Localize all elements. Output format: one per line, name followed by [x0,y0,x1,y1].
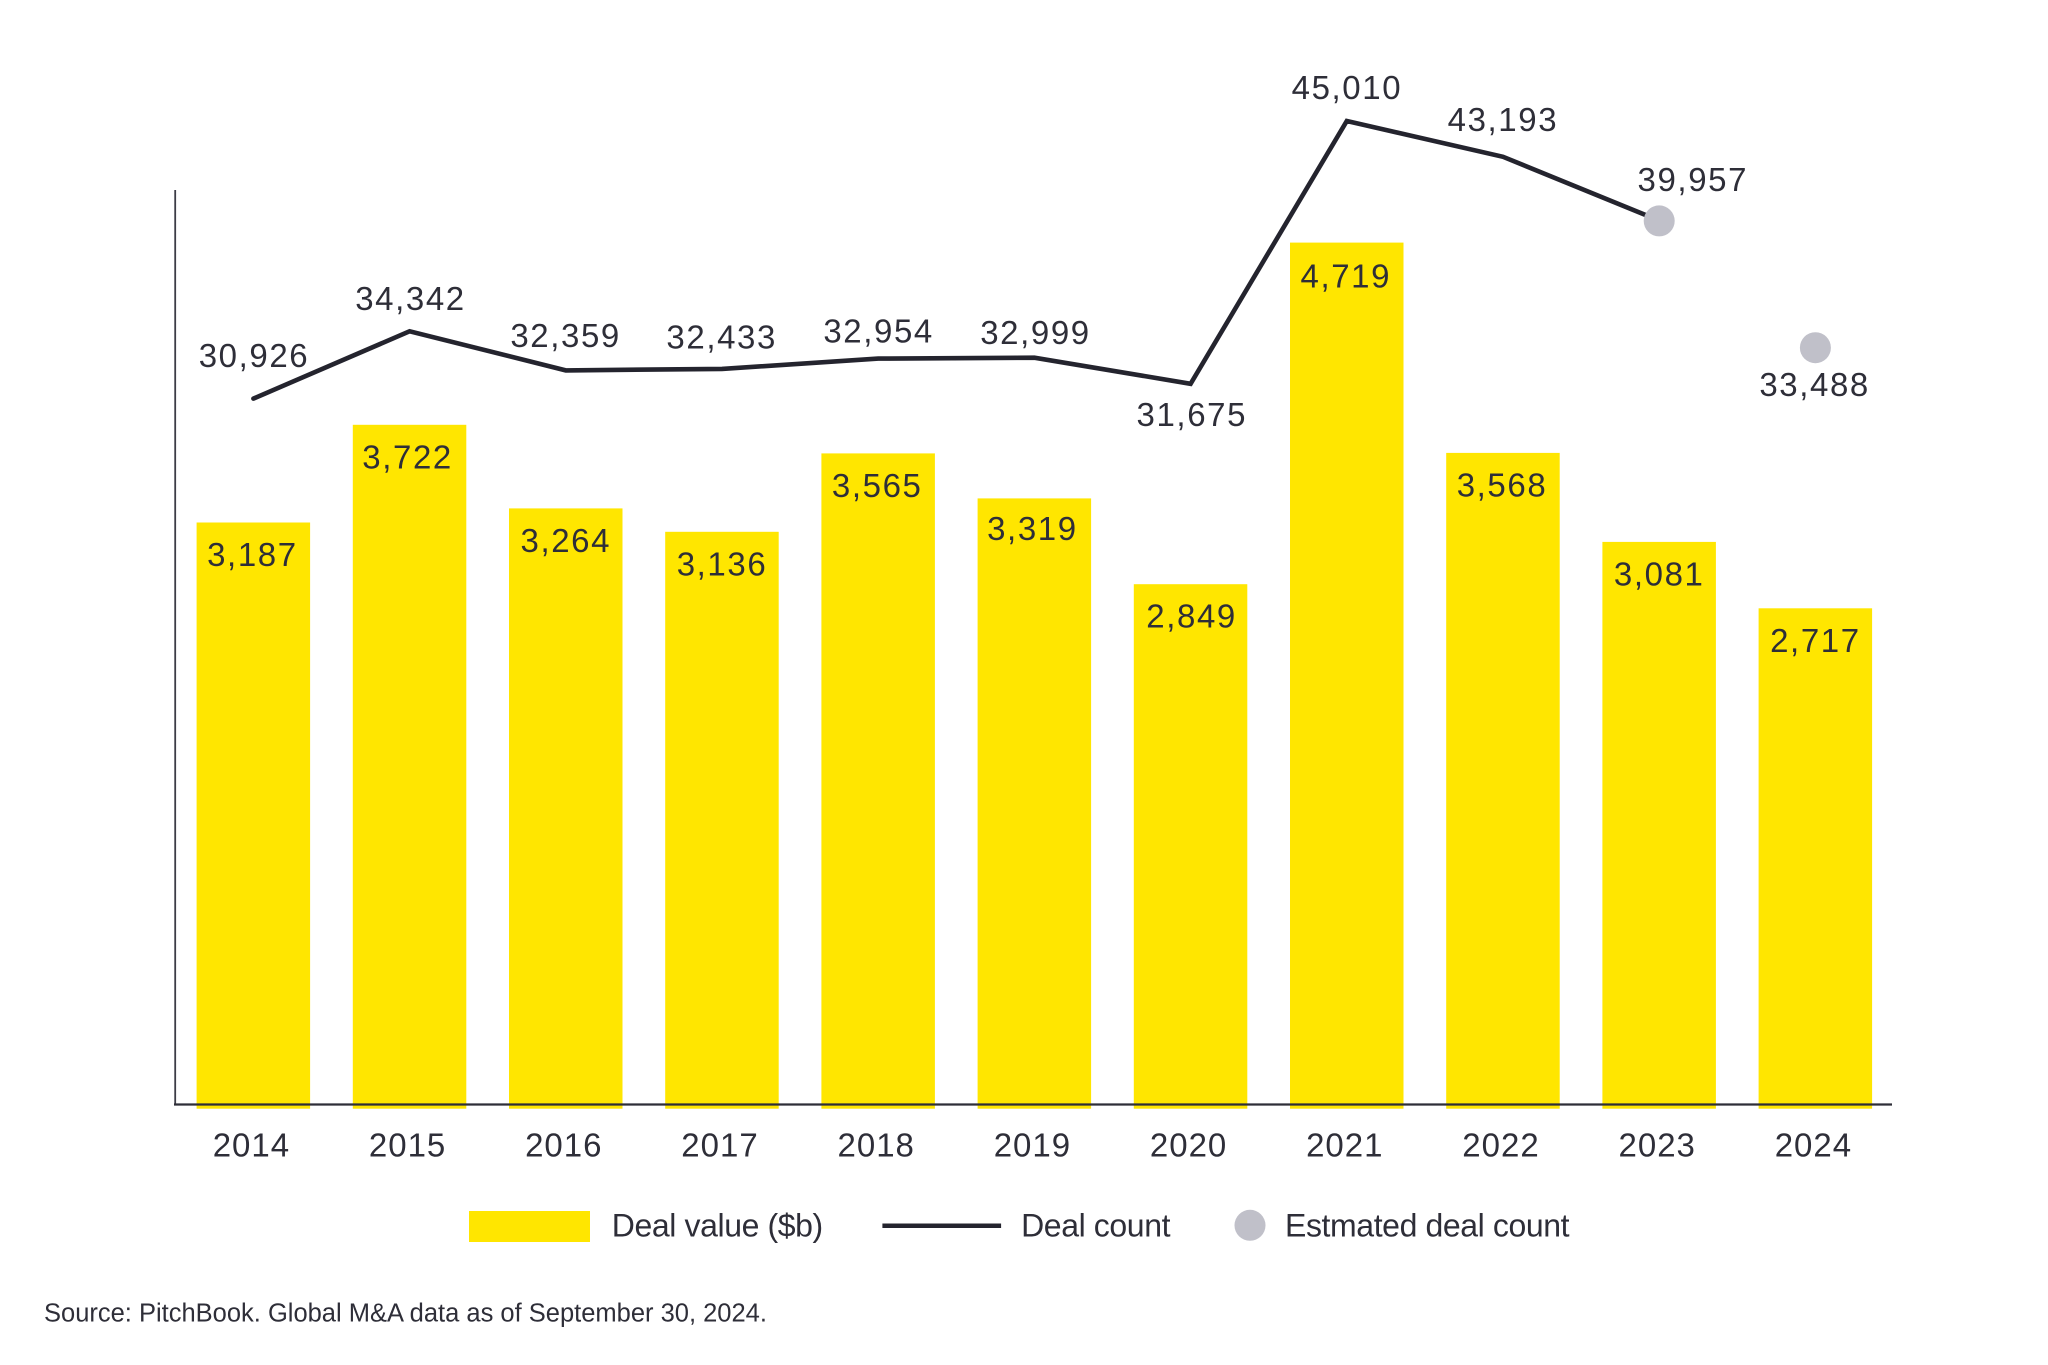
svg-text:34,342: 34,342 [355,280,466,317]
svg-text:2020: 2020 [1150,1127,1227,1164]
svg-text:2014: 2014 [213,1127,290,1164]
svg-text:3,722: 3,722 [362,438,453,475]
svg-text:39,957: 39,957 [1638,161,1749,198]
svg-text:32,433: 32,433 [666,318,777,355]
svg-text:32,954: 32,954 [823,312,934,349]
svg-text:2023: 2023 [1618,1127,1695,1164]
svg-text:3,136: 3,136 [677,545,768,582]
svg-text:2024: 2024 [1775,1127,1852,1164]
svg-text:45,010: 45,010 [1292,69,1403,106]
svg-text:3,319: 3,319 [987,510,1078,547]
svg-text:2,717: 2,717 [1770,622,1861,659]
svg-text:2016: 2016 [525,1127,602,1164]
svg-text:3,187: 3,187 [207,536,298,573]
svg-text:2,849: 2,849 [1146,598,1237,635]
svg-text:3,081: 3,081 [1614,555,1705,592]
svg-text:33,488: 33,488 [1759,366,1870,403]
svg-text:43,193: 43,193 [1448,101,1559,138]
svg-text:2019: 2019 [994,1127,1071,1164]
svg-text:2015: 2015 [369,1127,446,1164]
svg-text:3,264: 3,264 [521,522,612,559]
svg-text:Estmated deal count: Estmated deal count [1285,1207,1570,1243]
svg-text:3,568: 3,568 [1457,466,1548,503]
svg-text:3,565: 3,565 [832,467,923,504]
svg-text:30,926: 30,926 [199,337,310,374]
svg-text:2017: 2017 [681,1127,758,1164]
svg-text:Deal count: Deal count [1021,1207,1170,1243]
svg-text:2018: 2018 [837,1127,914,1164]
svg-text:32,359: 32,359 [510,317,621,354]
svg-text:Deal value ($b): Deal value ($b) [612,1207,823,1243]
svg-text:4,719: 4,719 [1301,258,1392,295]
svg-text:32,999: 32,999 [980,314,1091,351]
svg-text:2021: 2021 [1306,1127,1383,1164]
svg-text:31,675: 31,675 [1137,396,1248,433]
svg-text:2022: 2022 [1462,1127,1539,1164]
svg-text:Source: PitchBook. Global M&A: Source: PitchBook. Global M&A data as of… [44,1300,767,1328]
